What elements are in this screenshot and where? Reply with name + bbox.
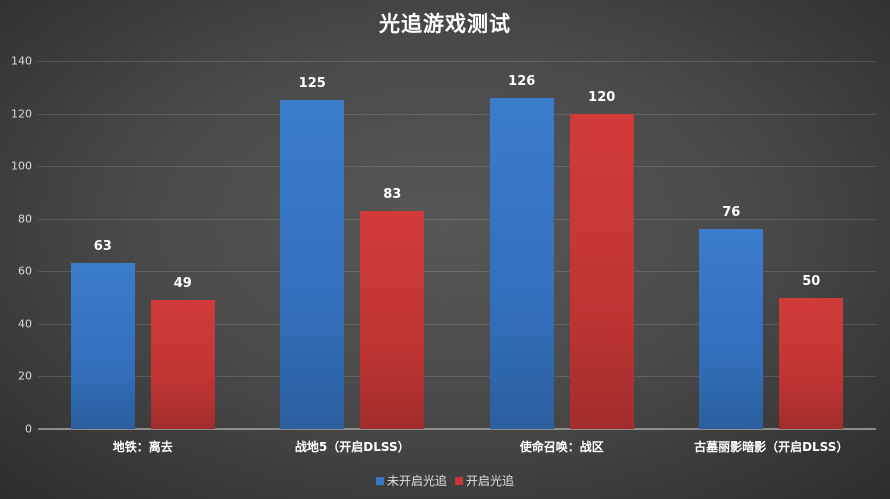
bar-rt-off bbox=[280, 100, 345, 429]
data-label: 120 bbox=[588, 89, 616, 105]
y-tick-label: 100 bbox=[11, 159, 32, 173]
y-tick-label: 20 bbox=[18, 369, 32, 383]
chart-title: 光追游戏测试 bbox=[379, 12, 511, 36]
data-label: 49 bbox=[173, 276, 192, 292]
legend-label: 开启光追 bbox=[466, 474, 515, 488]
gridline bbox=[38, 218, 876, 220]
data-label: 76 bbox=[722, 205, 741, 221]
legend-item: 未开启光追 bbox=[375, 472, 447, 489]
legend-label: 未开启光追 bbox=[386, 474, 447, 488]
gridline bbox=[38, 166, 876, 168]
y-tick-label: 60 bbox=[18, 264, 32, 278]
y-tick-label: 80 bbox=[18, 212, 32, 226]
x-category-label: 使命召唤：战区 bbox=[519, 440, 604, 454]
data-label: 125 bbox=[298, 76, 326, 92]
legend: 未开启光追 开启光追 bbox=[0, 472, 890, 489]
y-tick-label: 140 bbox=[11, 54, 32, 68]
bar-rt-off bbox=[70, 263, 135, 429]
x-category-label: 战地5（开启DLSS） bbox=[294, 440, 410, 454]
y-tick-label: 120 bbox=[11, 107, 32, 121]
bar-rt-on bbox=[569, 113, 634, 429]
gridline bbox=[38, 61, 876, 62]
x-axis-line bbox=[38, 428, 876, 430]
legend-swatch-icon bbox=[455, 476, 463, 485]
plot-area: 0 20 40 60 80 100 120 140 63 49 125 83 126 120 76 50 bbox=[11, 55, 876, 436]
bar-rt-on bbox=[779, 297, 844, 429]
gridline bbox=[38, 376, 876, 378]
bar-rt-off bbox=[489, 97, 554, 429]
x-category-label: 古墓丽影暗影（开启DLSS） bbox=[694, 440, 849, 454]
bar-rt-on bbox=[150, 300, 215, 429]
bar-rt-off bbox=[699, 229, 764, 429]
data-label: 83 bbox=[383, 186, 402, 202]
data-label: 63 bbox=[93, 239, 112, 255]
y-tick-label: 0 bbox=[25, 422, 32, 436]
y-tick-label: 40 bbox=[18, 317, 32, 331]
legend-swatch-icon bbox=[375, 476, 384, 485]
gridline bbox=[38, 271, 876, 273]
data-label: 126 bbox=[508, 73, 536, 89]
x-category-label: 地铁：离去 bbox=[112, 440, 173, 454]
bar-rt-on bbox=[360, 210, 425, 429]
legend-item: 开启光追 bbox=[455, 472, 514, 489]
gridline bbox=[38, 113, 876, 115]
gridline bbox=[38, 323, 876, 325]
data-label: 50 bbox=[802, 273, 821, 289]
